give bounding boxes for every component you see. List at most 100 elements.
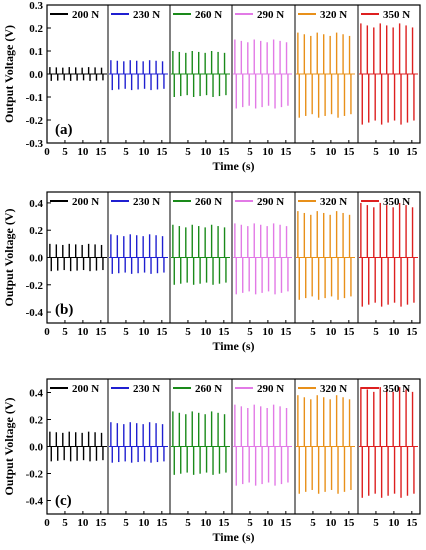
legend-label: 350 N	[383, 383, 410, 395]
x-axis-label: Time (s)	[212, 339, 254, 353]
legend-label: 290 N	[257, 383, 284, 395]
y-tick-label: -0.2	[26, 280, 44, 292]
x-tick-label: 5	[373, 146, 379, 158]
x-tick-label: 0	[44, 326, 50, 338]
panel-label: (b)	[55, 302, 73, 318]
x-tick-label: 5	[123, 326, 129, 338]
x-tick-label: 5	[123, 517, 129, 529]
x-tick-label: 10	[138, 517, 150, 529]
y-tick-label: -0.4	[26, 307, 44, 319]
legend-label: 320 N	[320, 196, 347, 208]
x-tick-label: 15	[95, 326, 107, 338]
legend-label: 200 N	[72, 383, 99, 395]
chart-panel-3: -0.4 -0.2 0.0 0.2 0.4 Output Voltage (V) Time …	[2, 378, 421, 544]
x-tick-label: 5	[310, 517, 316, 529]
legend-label: 260 N	[195, 196, 222, 208]
legend-label: 350 N	[383, 196, 410, 208]
x-tick-label: 15	[343, 146, 355, 158]
x-tick-label: 15	[280, 146, 292, 158]
x-tick-label: 5	[62, 517, 68, 529]
x-tick-label: 10	[77, 146, 89, 158]
chart-panel-2: -0.4 -0.2 0.0 0.2 0.4 Output Voltage (V) Time …	[2, 191, 421, 353]
x-tick-label: 15	[280, 517, 292, 529]
x-tick-label: 15	[406, 146, 418, 158]
x-tick-label: 5	[310, 146, 316, 158]
y-tick-label: -0.1	[26, 92, 43, 104]
x-tick-label: 10	[388, 517, 400, 529]
y-tick-label: -0.4	[26, 496, 44, 508]
legend-label: 290 N	[257, 196, 284, 208]
x-tick-label: 10	[388, 326, 400, 338]
x-tick-label: 10	[262, 146, 274, 158]
x-tick-label: 10	[200, 517, 212, 529]
x-tick-label: 10	[77, 326, 89, 338]
y-tick-label: 0.2	[29, 23, 43, 35]
y-tick-label: -0.2	[26, 469, 44, 481]
x-tick-label: 15	[156, 517, 168, 529]
x-tick-label: 5	[62, 326, 68, 338]
legend-label: 290 N	[257, 9, 284, 21]
legend-label: 200 N	[72, 196, 99, 208]
y-tick-label: -0.2	[26, 115, 44, 127]
x-tick-label: 15	[343, 326, 355, 338]
x-tick-label: 15	[343, 517, 355, 529]
y-tick-label: 0.2	[29, 225, 43, 237]
x-tick-label: 15	[218, 326, 230, 338]
x-tick-label: 5	[373, 326, 379, 338]
x-tick-label: 15	[280, 326, 292, 338]
x-tick-label: 15	[95, 517, 107, 529]
x-tick-label: 10	[138, 146, 150, 158]
x-tick-label: 5	[247, 146, 253, 158]
x-axis-label: Time (s)	[212, 530, 254, 544]
y-axis-label: Output Voltage (V)	[2, 397, 16, 495]
x-axis-label: Time (s)	[212, 159, 254, 173]
y-tick-label: 0.1	[29, 46, 43, 58]
x-tick-label: 5	[185, 326, 191, 338]
x-tick-label: 15	[406, 326, 418, 338]
legend-label: 230 N	[133, 9, 160, 21]
x-tick-label: 5	[247, 517, 253, 529]
x-tick-label: 10	[325, 146, 337, 158]
y-tick-label: 0.0	[29, 442, 43, 454]
x-tick-label: 15	[156, 326, 168, 338]
x-tick-label: 15	[406, 517, 418, 529]
x-tick-label: 0	[44, 517, 50, 529]
x-tick-label: 5	[185, 517, 191, 529]
x-tick-label: 10	[138, 326, 150, 338]
y-axis-label: Output Voltage (V)	[2, 208, 16, 306]
legend-label: 260 N	[195, 383, 222, 395]
x-tick-label: 10	[388, 146, 400, 158]
y-tick-label: 0.0	[29, 69, 43, 81]
legend-label: 230 N	[133, 383, 160, 395]
y-tick-label: 0.0	[29, 253, 43, 265]
legend-label: 260 N	[195, 9, 222, 21]
x-tick-label: 5	[123, 146, 129, 158]
y-axis-label: Output Voltage (V)	[2, 25, 16, 123]
x-tick-label: 5	[310, 326, 316, 338]
y-tick-label: 0.2	[29, 415, 43, 427]
x-tick-label: 5	[247, 326, 253, 338]
x-tick-label: 10	[325, 517, 337, 529]
panel-label: (c)	[55, 493, 72, 509]
x-tick-label: 0	[44, 146, 50, 158]
x-tick-label: 5	[373, 517, 379, 529]
x-tick-label: 5	[62, 146, 68, 158]
x-tick-label: 15	[156, 146, 168, 158]
legend-label: 230 N	[133, 196, 160, 208]
x-tick-label: 10	[200, 326, 212, 338]
legend-label: 350 N	[383, 9, 410, 21]
y-tick-label: -0.3	[26, 138, 44, 150]
x-tick-label: 10	[325, 326, 337, 338]
x-tick-label: 5	[185, 146, 191, 158]
x-tick-label: 10	[262, 517, 274, 529]
panel-label: (a)	[55, 122, 73, 138]
legend-label: 320 N	[320, 383, 347, 395]
legend-label: 200 N	[72, 9, 99, 21]
x-tick-label: 15	[95, 146, 107, 158]
y-tick-label: 0.3	[29, 0, 43, 12]
y-tick-label: 0.4	[29, 388, 43, 400]
legend-label: 320 N	[320, 9, 347, 21]
x-tick-label: 15	[218, 517, 230, 529]
x-tick-label: 15	[218, 146, 230, 158]
